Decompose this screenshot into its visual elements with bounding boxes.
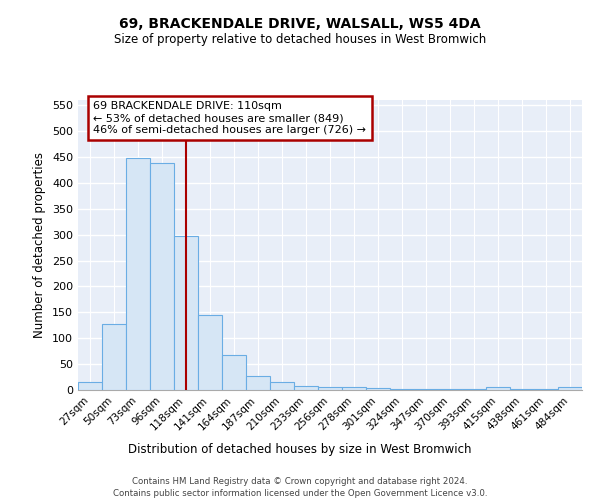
Bar xyxy=(198,315,222,390)
Bar xyxy=(414,389,438,390)
Bar xyxy=(438,389,462,390)
Bar xyxy=(390,389,414,390)
Bar xyxy=(102,324,126,390)
Bar xyxy=(342,388,366,390)
Bar xyxy=(126,158,150,390)
Text: Distribution of detached houses by size in West Bromwich: Distribution of detached houses by size … xyxy=(128,442,472,456)
Bar xyxy=(366,388,390,390)
Bar xyxy=(222,355,246,390)
Bar xyxy=(174,236,198,390)
Text: Contains public sector information licensed under the Open Government Licence v3: Contains public sector information licen… xyxy=(113,489,487,498)
Bar xyxy=(486,387,510,390)
Bar xyxy=(462,389,486,390)
Bar xyxy=(150,163,174,390)
Y-axis label: Number of detached properties: Number of detached properties xyxy=(34,152,46,338)
Text: Contains HM Land Registry data © Crown copyright and database right 2024.: Contains HM Land Registry data © Crown c… xyxy=(132,478,468,486)
Bar xyxy=(318,387,342,390)
Bar xyxy=(78,382,102,390)
Bar xyxy=(294,386,318,390)
Text: Size of property relative to detached houses in West Bromwich: Size of property relative to detached ho… xyxy=(114,32,486,46)
Bar xyxy=(270,382,294,390)
Bar xyxy=(558,387,582,390)
Text: 69 BRACKENDALE DRIVE: 110sqm
← 53% of detached houses are smaller (849)
46% of s: 69 BRACKENDALE DRIVE: 110sqm ← 53% of de… xyxy=(93,102,366,134)
Text: 69, BRACKENDALE DRIVE, WALSALL, WS5 4DA: 69, BRACKENDALE DRIVE, WALSALL, WS5 4DA xyxy=(119,18,481,32)
Bar xyxy=(246,376,270,390)
